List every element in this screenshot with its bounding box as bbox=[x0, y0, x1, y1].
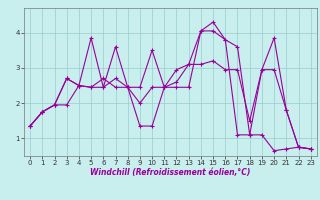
X-axis label: Windchill (Refroidissement éolien,°C): Windchill (Refroidissement éolien,°C) bbox=[90, 168, 251, 177]
